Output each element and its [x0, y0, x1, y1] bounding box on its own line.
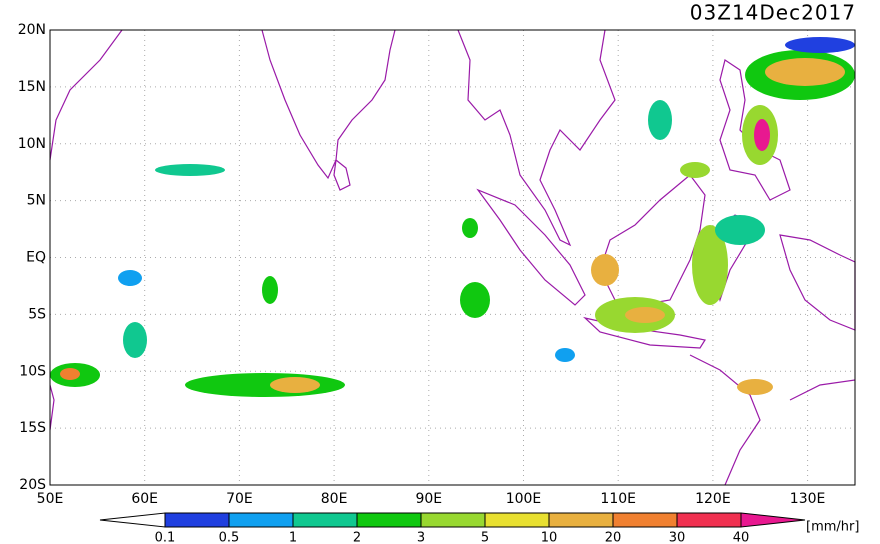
colorbar-box — [292, 512, 358, 528]
rain-area — [118, 270, 142, 286]
colorbar-box — [420, 512, 486, 528]
lat-label: 5N — [27, 193, 46, 209]
colorbar-box — [228, 512, 294, 528]
lat-label: 20S — [19, 477, 46, 493]
lat-label: 15S — [19, 420, 46, 436]
coast-india — [261, 29, 396, 180]
colorbar-low-arrow — [99, 512, 166, 528]
rain-area — [462, 218, 478, 238]
colorbar-box — [356, 512, 422, 528]
grid — [50, 30, 855, 485]
rain-areas — [50, 37, 855, 397]
colorbar-tick-label: 10 — [541, 531, 558, 544]
lat-label: 5S — [28, 306, 46, 322]
coast-arabia — [49, 29, 123, 161]
lat-label: 15N — [18, 79, 46, 95]
colorbar-tick-label: 30 — [669, 531, 686, 544]
colorbar-tick-label: 0.1 — [155, 531, 176, 544]
rain-area — [262, 276, 278, 304]
lon-label: 50E — [37, 491, 64, 507]
colorbar-box — [484, 512, 550, 528]
map-title: 03Z14Dec2017 — [690, 1, 856, 25]
rain-area — [60, 368, 80, 380]
rain-area — [555, 348, 575, 362]
lat-label: EQ — [26, 250, 46, 266]
rain-area — [460, 282, 490, 318]
coast-borneo — [599, 174, 706, 306]
rain-area — [123, 322, 147, 358]
rain-area — [765, 58, 845, 86]
rain-area — [737, 379, 773, 395]
colorbar-high-arrow — [740, 512, 806, 528]
rain-area — [680, 162, 710, 178]
lon-label: 70E — [226, 491, 253, 507]
coast-srilanka — [333, 158, 351, 191]
colorbar-box — [612, 512, 678, 528]
colorbar-tick-label: 20 — [605, 531, 622, 544]
coast-newguinea — [779, 234, 856, 331]
colorbar-box — [548, 512, 614, 528]
colorbar: [mm/hr] 0.1 0.5 1 2 3 5 10 20 30 40 — [99, 512, 859, 544]
colorbar-tick-label: 1 — [289, 531, 297, 544]
colorbar-box — [164, 512, 230, 528]
colorbar-tick-label: 2 — [353, 531, 361, 544]
lon-label: 90E — [415, 491, 442, 507]
lon-label: 110E — [600, 491, 636, 507]
rain-area — [692, 225, 728, 305]
rain-area — [625, 307, 665, 323]
coast-sumatra — [476, 188, 586, 306]
lon-label: 60E — [131, 491, 158, 507]
coast-philippines — [719, 59, 791, 201]
lon-label: 120E — [695, 491, 731, 507]
rain-area — [591, 254, 619, 286]
lon-label: 80E — [321, 491, 348, 507]
lat-label: 10S — [19, 363, 46, 379]
coast-madagascar — [49, 384, 55, 431]
rain-area — [155, 164, 225, 176]
colorbar-tick-label: 40 — [733, 531, 750, 544]
colorbar-tick-label: 5 — [481, 531, 489, 544]
rain-area — [185, 373, 345, 397]
rain-area — [754, 119, 770, 151]
coast-indochina — [457, 29, 616, 247]
rain-area — [648, 100, 672, 140]
colorbar-box — [676, 512, 742, 528]
colorbar-tick-label: 0.5 — [219, 531, 240, 544]
lon-label: 100E — [506, 491, 542, 507]
lat-label: 20N — [18, 22, 46, 38]
lon-label: 130E — [790, 491, 826, 507]
colorbar-tick-label: 3 — [417, 531, 425, 544]
rain-area — [785, 37, 855, 53]
coast-australia — [689, 354, 856, 486]
rain-area — [270, 377, 320, 393]
colorbar-unit: [mm/hr] — [806, 520, 859, 535]
rain-area — [715, 215, 765, 245]
lat-label: 10N — [18, 136, 46, 152]
map-frame — [49, 29, 856, 486]
